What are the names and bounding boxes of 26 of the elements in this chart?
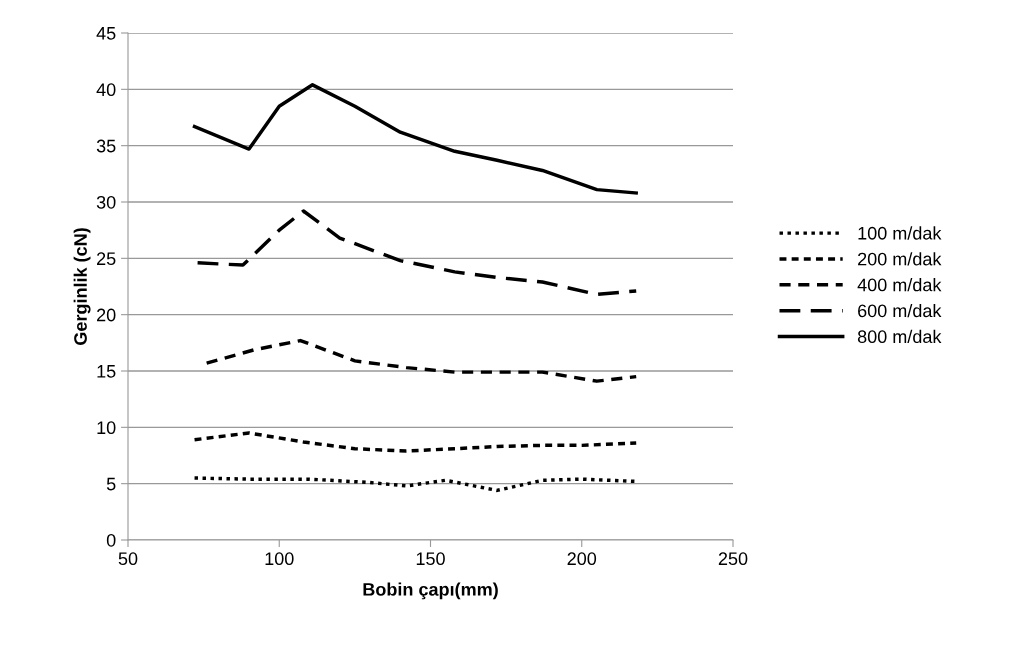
y-tick-label: 25 — [97, 252, 116, 266]
x-tick-label: 250 — [718, 552, 748, 566]
y-axis-title: Gerginlik (cN) — [73, 228, 91, 345]
x-tick-label: 50 — [118, 552, 138, 566]
y-tick-label: 20 — [97, 308, 116, 322]
y-tick-label: 45 — [96, 27, 116, 40]
x-tick-label: 150 — [416, 552, 445, 566]
legend-label: 800 m/dak — [857, 329, 942, 344]
y-tick-label: 10 — [97, 421, 116, 435]
y-tick-label: 30 — [96, 195, 116, 209]
line-series — [195, 209, 638, 297]
x-tick-label: 200 — [567, 552, 597, 566]
x-tick-label: 100 — [265, 552, 294, 566]
y-tick-label: 15 — [97, 365, 116, 378]
y-tick-label: 35 — [96, 139, 116, 153]
x-axis-title: Bobin çapı(mm) — [363, 582, 498, 600]
line-series — [192, 431, 638, 453]
legend-label: 400 m/dak — [857, 278, 942, 292]
legend-label: 200 m/dak — [858, 252, 942, 266]
y-tick-label: 0 — [106, 533, 116, 547]
legend-label: 600 m/dak — [858, 303, 942, 318]
y-tick-label: 40 — [96, 83, 116, 97]
legend-label: 100 m/dak — [858, 226, 942, 240]
line-series — [204, 338, 638, 383]
line-series — [192, 83, 638, 195]
y-tick-label: 5 — [106, 477, 116, 491]
